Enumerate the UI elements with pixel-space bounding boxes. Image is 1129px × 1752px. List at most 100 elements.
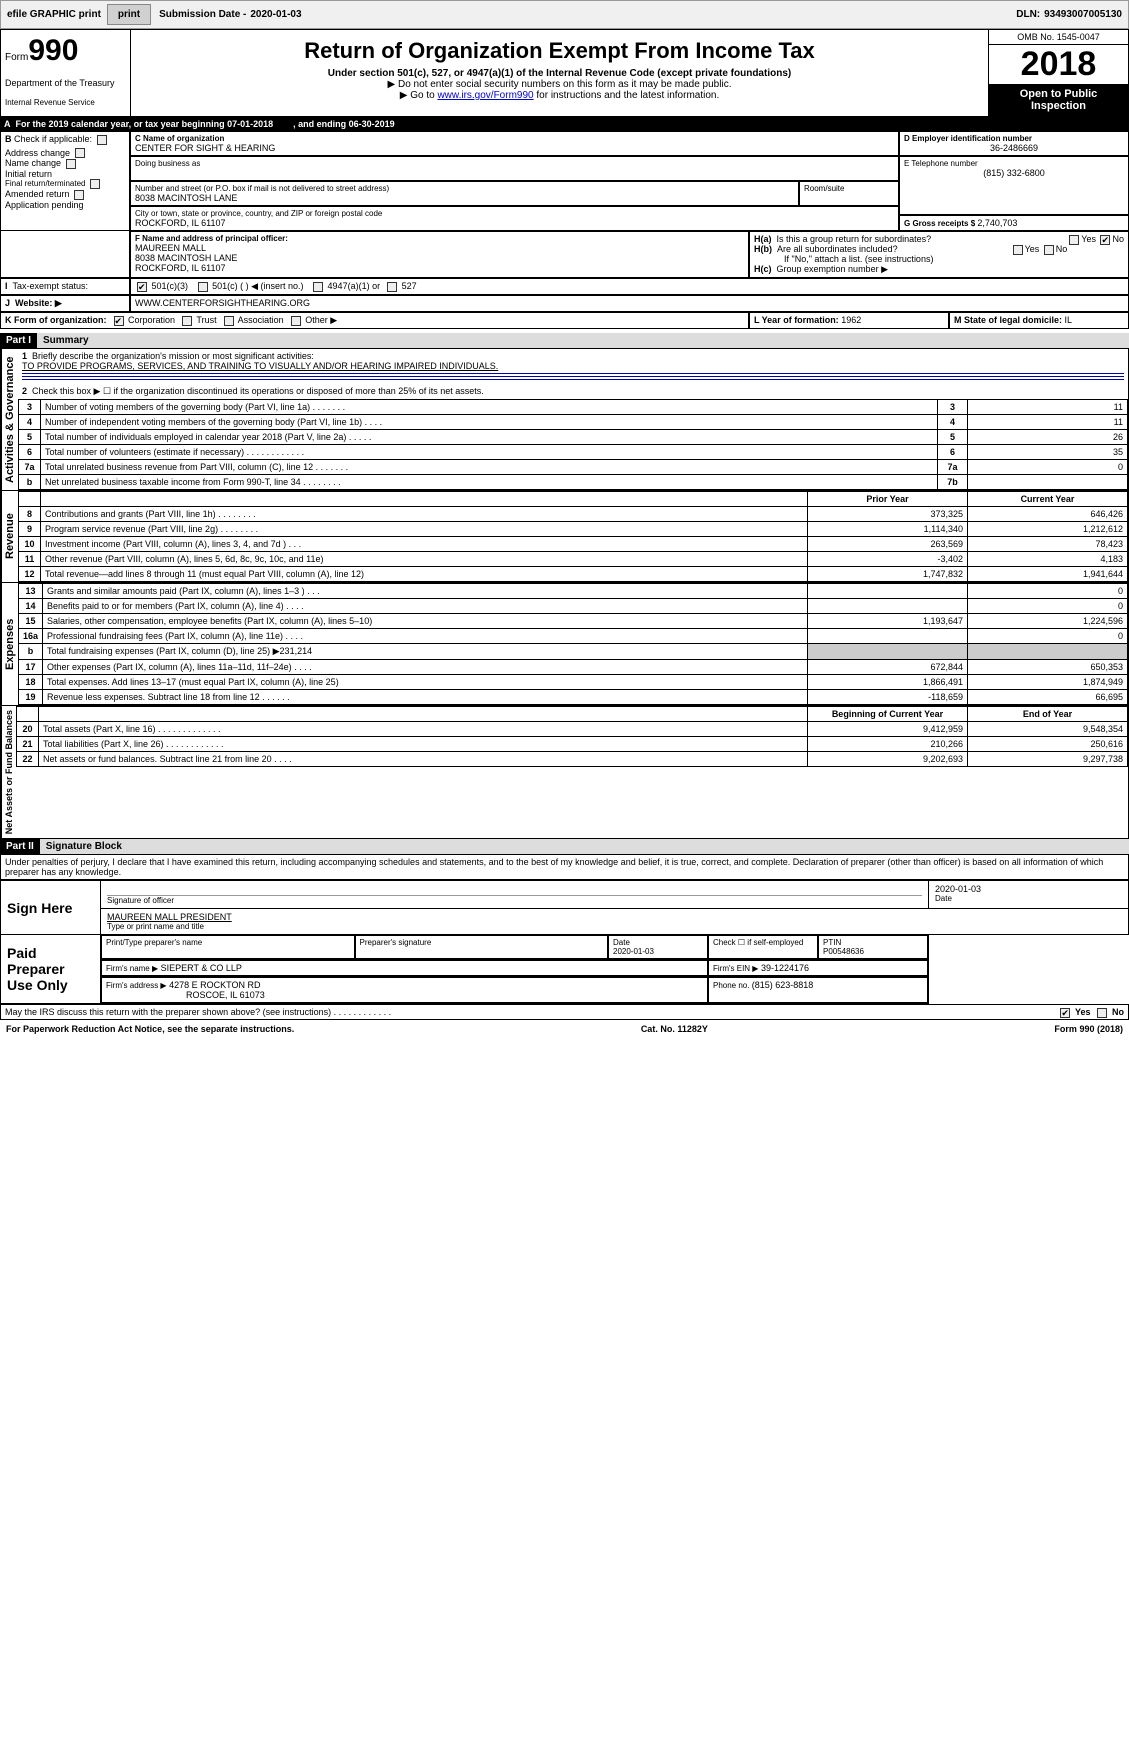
website-value: WWW.CENTERFORSIGHTHEARING.ORG [130,295,1129,312]
ha-label: H(a) [754,234,772,244]
cb-527[interactable] [387,282,397,292]
form-subtitle: Under section 501(c), 527, or 4947(a)(1)… [139,68,980,79]
firm-phone-label: Phone no. [713,981,752,990]
note2-pre: ▶ Go to [400,90,438,101]
prep-date: 2020-01-03 [613,947,654,956]
page-footer: For Paperwork Reduction Act Notice, see … [0,1020,1129,1038]
exp-table: 13Grants and similar amounts paid (Part … [18,583,1128,705]
cb-4947[interactable] [313,282,323,292]
ptin-label: PTIN [823,938,841,947]
sig-date: 2020-01-03 [935,884,1122,894]
hb-no[interactable] [1044,245,1054,255]
irs-label: Internal Revenue Service [5,98,126,107]
discuss-yes[interactable] [1060,1008,1070,1018]
table-row: bNet unrelated business taxable income f… [19,475,1128,490]
rev-table: Prior YearCurrent Year 8Contributions an… [18,491,1128,582]
cb-addr[interactable] [75,148,85,158]
discuss-no-label: No [1112,1007,1124,1017]
gov-table: 3Number of voting members of the governi… [18,399,1128,490]
ein-value: 36-2486669 [904,143,1124,153]
header-left: Form990 Department of the Treasury Inter… [1,30,131,116]
secB-addr-change: Address change [5,148,70,158]
table-row: 20Total assets (Part X, line 16) . . . .… [17,722,1128,737]
f-h-block: F Name and address of principal officer:… [0,231,1129,278]
cb-501c3[interactable] [137,282,147,292]
sig-officer-label: Signature of officer [107,896,922,905]
hb-yes[interactable] [1013,245,1023,255]
opt-other: Other ▶ [305,315,337,325]
omb-number: OMB No. 1545-0047 [989,30,1128,45]
firm-name: SIEPERT & CO LLP [161,963,242,973]
checkbox-b[interactable] [97,135,107,145]
form990-link[interactable]: www.irs.gov/Form990 [437,90,533,101]
q2-text: Check this box ▶ ☐ if the organization d… [32,386,484,396]
cb-other[interactable] [291,316,301,326]
paid-preparer-label: Paid Preparer Use Only [1,935,101,1004]
table-row: 14Benefits paid to or for members (Part … [19,599,1128,614]
gross-receipts: 2,740,703 [977,218,1017,228]
part1-header: Part I [0,333,37,348]
firm-ein-label: Firm's EIN ▶ [713,964,758,973]
hb-text: Are all subordinates included? [777,244,898,254]
print-button[interactable]: print [107,4,151,25]
table-row: 8Contributions and grants (Part VIII, li… [19,507,1128,522]
footer-left: For Paperwork Reduction Act Notice, see … [6,1024,294,1034]
secF-label: F Name and address of principal officer: [135,234,744,243]
section-b: B Check if applicable: Address change Na… [0,131,130,231]
exp-section-label: Expenses [1,583,18,705]
table-row: 6Total number of volunteers (estimate if… [19,445,1128,460]
firm-addr2: ROSCOE, IL 61073 [106,990,265,1000]
section-a-text: For the 2019 calendar year, or tax year … [16,119,274,129]
form-title: Return of Organization Exempt From Incom… [139,38,980,64]
date-label: Date [935,894,1122,903]
gov-section-label: Activities & Governance [1,349,18,490]
ha-yes[interactable] [1069,235,1079,245]
table-row: 13Grants and similar amounts paid (Part … [19,584,1128,599]
header-right: OMB No. 1545-0047 2018 Open to Public In… [988,30,1128,116]
net-section-label: Net Assets or Fund Balances [1,706,16,838]
dln-value: 93493007005130 [1044,9,1122,20]
col-boy: Beginning of Current Year [808,707,968,722]
form-note1: ▶ Do not enter social security numbers o… [139,79,980,90]
table-row: 11Other revenue (Part VIII, column (A), … [19,552,1128,567]
col-current: Current Year [968,492,1128,507]
secM-label: M State of legal domicile: [954,315,1065,325]
secE-label: E Telephone number [904,159,1124,168]
officer-name: MAUREEN MALL [135,243,744,253]
cb-final[interactable] [90,179,100,189]
cb-corp[interactable] [114,316,124,326]
cb-trust[interactable] [182,316,192,326]
room-label: Room/suite [804,184,894,193]
cb-amend[interactable] [74,190,84,200]
footer-right: Form 990 (2018) [1054,1024,1123,1034]
q1-num: 1 [22,351,27,361]
domicile: IL [1065,315,1073,325]
net-table: Beginning of Current YearEnd of Year 20T… [16,706,1128,767]
hb-note: If "No," attach a list. (see instruction… [754,254,1124,264]
table-row: 15Salaries, other compensation, employee… [19,614,1128,629]
discuss-no[interactable] [1097,1008,1107,1018]
table-row: 10Investment income (Part VIII, column (… [19,537,1128,552]
discuss-text: May the IRS discuss this return with the… [5,1007,391,1017]
note2-post: for instructions and the latest informat… [534,90,720,101]
no-label: No [1112,234,1124,244]
yes-label2: Yes [1025,244,1040,254]
hb-label: H(b) [754,244,772,254]
city-value: ROCKFORD, IL 61107 [135,218,894,228]
open-public-badge: Open to Public Inspection [989,84,1128,116]
officer-type-label: Type or print name and title [107,922,1122,931]
table-row: 4Number of independent voting members of… [19,415,1128,430]
phone-value: (815) 332-6800 [904,168,1124,178]
no-label2: No [1056,244,1068,254]
secB-title: Check if applicable: [14,134,92,144]
dln-label: DLN: [1016,9,1040,20]
cb-501c[interactable] [198,282,208,292]
tax-year: 2018 [989,45,1128,84]
firm-addr-label: Firm's address ▶ [106,981,167,990]
cb-name[interactable] [66,159,76,169]
cb-assoc[interactable] [224,316,234,326]
ha-no[interactable] [1100,235,1110,245]
col-print: Print/Type preparer's name [101,935,355,959]
part1-title: Summary [37,333,1129,348]
org-name: CENTER FOR SIGHT & HEARING [135,143,894,153]
